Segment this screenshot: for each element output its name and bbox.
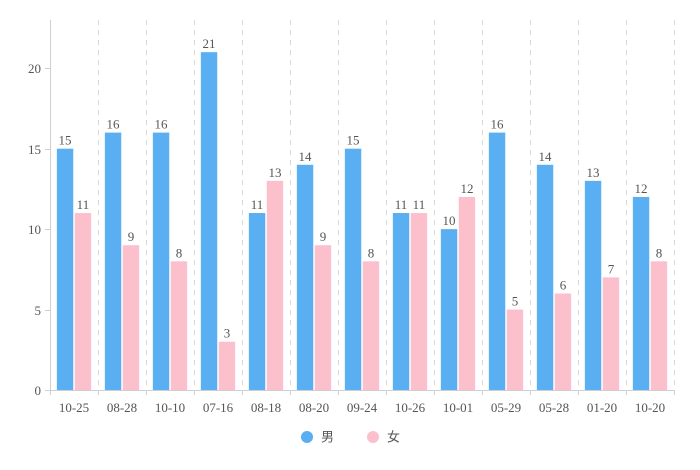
bar-series-2 [170,261,188,390]
bar-series-2 [602,277,620,390]
bar-series-1 [248,213,266,390]
bar-data-label: 8 [368,245,375,260]
x-tick-label: 08-28 [107,400,137,415]
bar-data-label: 10 [443,213,456,228]
bar-series-1 [392,213,410,390]
bar-series-2 [410,213,428,390]
bar-data-label: 6 [560,277,567,292]
bar-data-label: 9 [128,229,135,244]
x-tick-label: 01-20 [587,400,617,415]
bar-series-1 [344,148,362,390]
x-tick-label: 07-16 [203,400,234,415]
x-tick-label: 10-10 [155,400,185,415]
bar-series-1 [488,132,506,390]
bar-data-label: 11 [77,197,90,212]
bar-series-2 [314,245,332,390]
y-tick-label: 15 [28,142,41,157]
bar-data-label: 13 [268,165,281,180]
bar-data-label: 8 [176,245,183,260]
legend-item[interactable]: 男 [301,431,334,446]
bar-data-label: 12 [635,181,648,196]
bar-series-1 [584,180,602,390]
bar-series-2 [362,261,380,390]
x-tick-label: 10-26 [395,400,426,415]
legend-item[interactable]: 女 [367,430,400,446]
legend-marker [301,431,313,443]
bar-data-label: 14 [539,149,553,164]
bar-series-1 [536,164,554,390]
y-tick-label: 20 [28,61,41,76]
y-tick-label: 10 [28,222,41,237]
bar-series-2 [266,180,284,390]
x-tick-label: 08-18 [251,400,281,415]
bar-data-label: 11 [251,197,264,212]
bar-series-2 [554,293,572,390]
bar-data-label: 5 [512,294,519,309]
x-tick-label: 05-29 [491,400,521,415]
bar-data-label: 16 [491,117,505,132]
bar-data-label: 15 [347,133,360,148]
bar-series-1 [632,196,650,390]
bar-series-2 [122,245,140,390]
bar-series-1 [152,132,170,390]
bar-data-label: 11 [395,197,408,212]
bar-data-label: 21 [203,36,216,51]
bar-data-label: 3 [224,326,231,341]
bar-data-label: 12 [460,181,473,196]
x-tick-label: 08-20 [299,400,329,415]
x-tick-label: 09-24 [347,400,378,415]
bar-data-label: 16 [155,117,169,132]
bar-data-label: 14 [299,149,313,164]
bar-series-2 [506,309,524,390]
y-tick-label: 5 [35,303,42,318]
bar-series-2 [74,213,92,390]
x-tick-label: 10-20 [635,400,665,415]
x-tick-label: 10-25 [59,400,89,415]
grid-lines [98,20,675,390]
bar-series-2 [458,196,476,390]
x-tick-label: 05-28 [539,400,569,415]
x-tick-label: 10-01 [443,400,473,415]
bar-series-1 [200,52,218,390]
bar-data-label: 9 [320,229,327,244]
bar-data-label: 16 [107,117,121,132]
bar-data-label: 11 [413,197,426,212]
bar-series-1 [296,164,314,390]
legend[interactable]: 男女 [301,430,400,446]
y-tick-label: 0 [35,383,42,398]
bar-series-2 [650,261,668,390]
legend-label: 女 [387,430,400,446]
bar-series-1 [440,229,458,390]
bar-data-label: 8 [656,245,663,260]
bar-data-label: 7 [608,261,615,276]
legend-label: 男 [321,431,334,446]
axes: 0 5 10 15 20 10-25 08-28 10-10 07-16 08-18 08-20 09… [28,20,675,415]
bar-data-label: 15 [59,133,72,148]
bar-series-2 [218,341,236,390]
legend-marker [367,431,379,443]
bar-series-1 [56,148,74,390]
bars [56,52,668,390]
bar-series-1 [104,132,122,390]
bar-data-label: 13 [587,165,600,180]
data-labels: 15 11 16 9 16 8 21 3 11 13 14 9 15 8 11 11 10 12 16 5 14 6 13 7… [59,36,663,341]
